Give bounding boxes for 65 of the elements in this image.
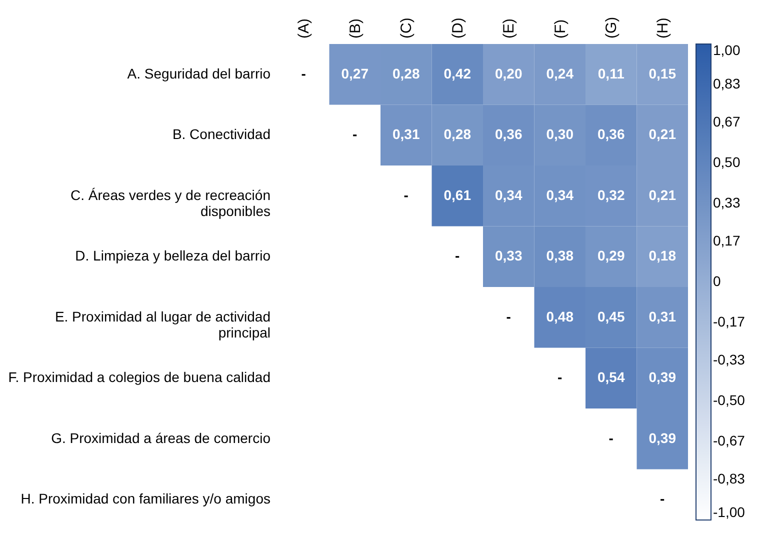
data-label: 0,21 <box>648 186 676 203</box>
data-label: 0,39 <box>648 369 676 386</box>
color-bar-label: -0,50 <box>713 392 746 408</box>
text: - <box>608 430 614 446</box>
x-tick-label: (B) <box>346 18 364 38</box>
x-tick-label: (A) <box>296 18 313 38</box>
y-tick-label: F. Proximidad a colegios de buena calidad <box>8 369 270 386</box>
data-label: 0,30 <box>546 126 574 142</box>
data-label: 0,36 <box>598 126 625 142</box>
data-label: 0,31 <box>648 308 676 324</box>
data-label: 0,15 <box>648 65 676 82</box>
text: - <box>301 65 306 82</box>
x-tick-label: (E) <box>500 18 518 38</box>
data-label: 0,38 <box>546 248 574 264</box>
data-label: 0,34 <box>495 186 522 203</box>
data-label: 0,20 <box>495 65 522 82</box>
text: - <box>660 490 665 507</box>
y-tick-label: B. Conectividad <box>172 126 270 142</box>
text: - <box>558 369 562 386</box>
data-label: 0,33 <box>495 248 522 264</box>
data-label: 0,27 <box>341 65 369 82</box>
data-label: 0,28 <box>392 65 420 82</box>
x-tick-label: (G) <box>603 16 620 38</box>
data-label: 0,24 <box>546 65 574 82</box>
text: - <box>352 126 358 142</box>
color-bar-label: 0,50 <box>713 154 740 170</box>
color-bar-label: -0,67 <box>713 432 746 448</box>
color-bar-label: 0,33 <box>713 194 740 210</box>
data-label: 0,32 <box>598 186 625 203</box>
y-tick-label: H. Proximidad con familiares y/o amigos <box>20 490 270 507</box>
color-bar-label: -0,33 <box>713 352 746 368</box>
data-label: 0,39 <box>648 430 676 446</box>
data-label: 0,31 <box>392 126 420 142</box>
y-tick-label: G. Proximidad a áreas de comercio <box>51 430 271 446</box>
data-label: 0,29 <box>598 248 625 264</box>
x-tick-label: (F) <box>552 19 569 38</box>
color-bar-label: 0,67 <box>713 114 740 130</box>
data-label: 0,48 <box>546 308 574 324</box>
data-label: 0,61 <box>444 186 472 203</box>
color-bar-label: -0,17 <box>713 313 746 330</box>
data-label: 0,21 <box>648 126 676 142</box>
color-bar-label: 0 <box>713 273 721 289</box>
data-label: 0,28 <box>444 126 472 142</box>
data-label: 0,45 <box>598 308 625 324</box>
x-tick-label: (H) <box>654 18 672 38</box>
text: - <box>506 308 511 324</box>
text: - <box>404 186 408 203</box>
data-label: 0,54 <box>598 369 625 386</box>
y-tick-label: E. Proximidad al lugar de actividad principal <box>54 308 270 340</box>
x-tick-label: (C) <box>398 18 416 38</box>
data-label: 0,36 <box>495 126 522 142</box>
y-tick-label: A. Seguridad del barrio <box>127 65 271 82</box>
data-label: 0,11 <box>598 65 625 82</box>
data-label: 0,42 <box>444 65 472 82</box>
color-bar-label: -0,83 <box>713 470 746 487</box>
color-bar-label: -1,00 <box>713 504 746 520</box>
color-bar-label: 1,00 <box>713 42 740 58</box>
color-bar-label: 0,83 <box>713 75 740 92</box>
x-tick-label: (D) <box>449 18 466 38</box>
y-tick-label: C. Áreas verdes y de recreación disponibles <box>70 186 270 219</box>
y-tick-label: D. Limpieza y belleza del barrio <box>75 248 271 264</box>
text: - <box>455 248 460 264</box>
color-bar-label: 0,17 <box>713 232 740 249</box>
data-label: 0,34 <box>546 186 574 203</box>
data-label: 0,18 <box>648 248 676 264</box>
